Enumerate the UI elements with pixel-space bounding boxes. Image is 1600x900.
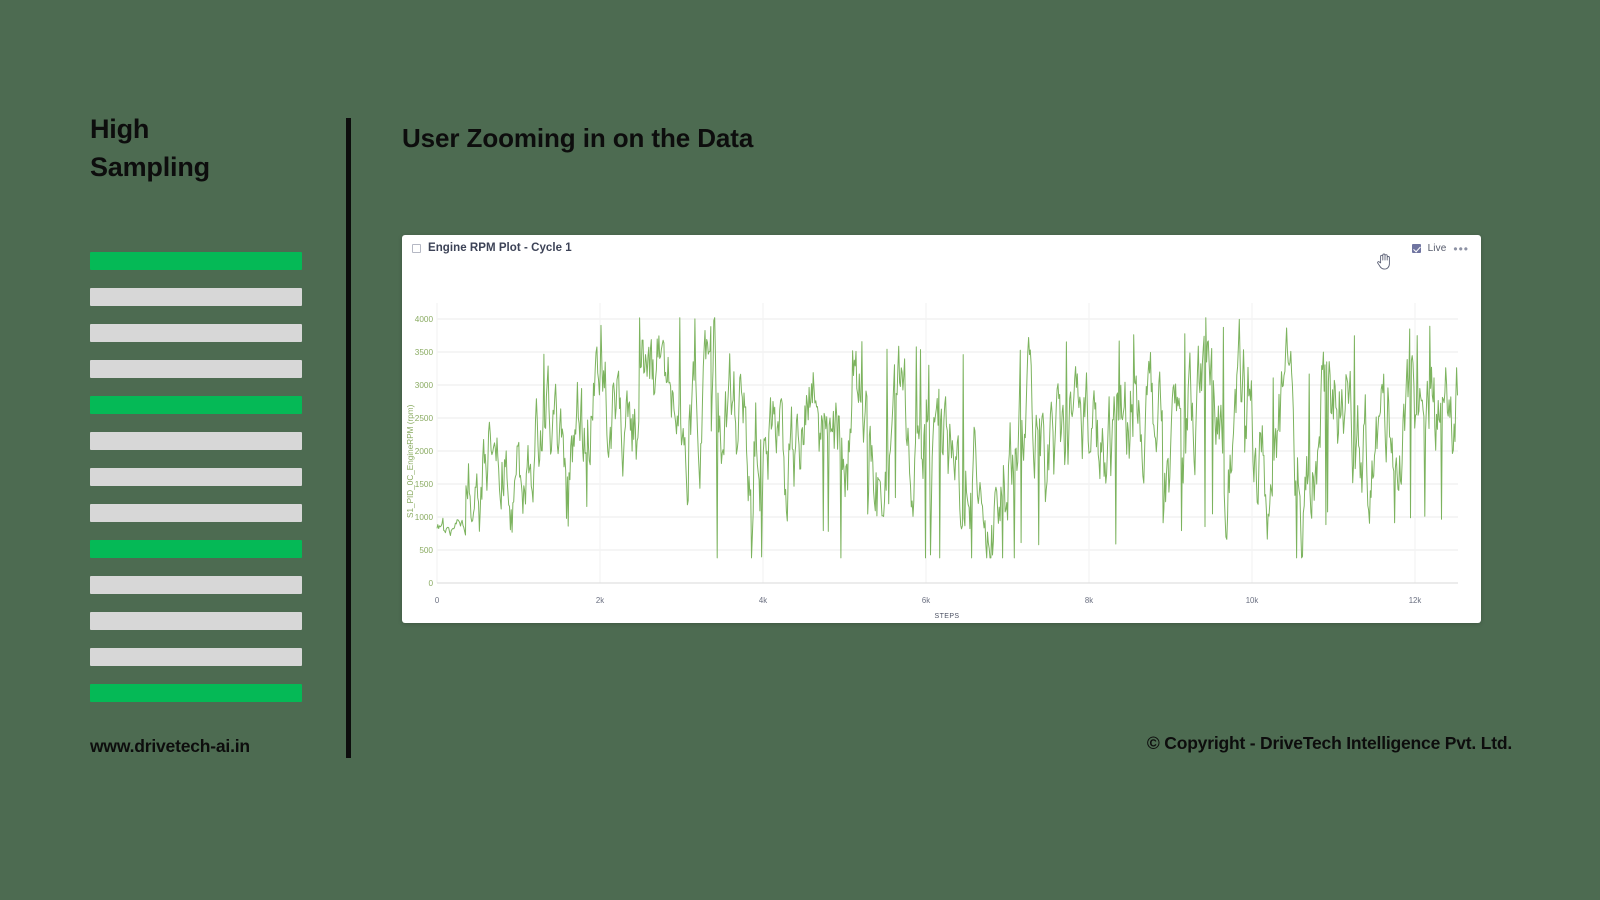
sidebar-bar-6[interactable] <box>90 468 302 486</box>
x-tick-8k: 8k <box>1085 596 1093 605</box>
x-tick-10k: 10k <box>1246 596 1259 605</box>
page-title: User Zooming in on the Data <box>402 123 754 153</box>
chart-card-header-left: Engine RPM Plot - Cycle 1 <box>412 242 572 254</box>
y-tick-4000: 4000 <box>415 315 434 324</box>
x-tick-2k: 2k <box>596 596 604 605</box>
sidebar-progress-bars <box>90 252 302 720</box>
x-tick-12k: 12k <box>1409 596 1422 605</box>
y-tick-3500: 3500 <box>415 348 434 357</box>
y-axis-title: S1_PID_0C_EngineRPM (rpm) <box>406 404 415 518</box>
chart-panel-title: Engine RPM Plot - Cycle 1 <box>428 242 572 254</box>
sidebar-title: High Sampling <box>90 114 210 183</box>
sidebar-bar-5[interactable] <box>90 432 302 450</box>
sidebar-bar-11[interactable] <box>90 648 302 666</box>
vertical-divider <box>346 118 351 758</box>
sidebar-bar-10[interactable] <box>90 612 302 630</box>
sidebar-bar-3[interactable] <box>90 360 302 378</box>
site-url[interactable]: www.drivetech-ai.in <box>90 736 250 756</box>
rpm-line-chart[interactable]: S1_PID_0C_EngineRPM (rpm) 4000 3500 3000… <box>402 263 1481 623</box>
y-tick-0: 0 <box>428 579 433 588</box>
sidebar-bar-1[interactable] <box>90 288 302 306</box>
live-checkbox[interactable] <box>1411 244 1421 253</box>
y-tick-500: 500 <box>419 546 433 555</box>
chart-card-header-right: Live ••• <box>1411 241 1469 256</box>
sidebar-bar-7[interactable] <box>90 504 302 522</box>
live-label: Live <box>1427 243 1447 254</box>
sidebar-bar-4[interactable] <box>90 396 302 414</box>
chart-plot-area[interactable]: S1_PID_0C_EngineRPM (rpm) 4000 3500 3000… <box>402 263 1481 623</box>
chart-card-header: Engine RPM Plot - Cycle 1 Live ••• <box>402 235 1481 263</box>
copyright-text: © Copyright - DriveTech Intelligence Pvt… <box>1146 733 1512 753</box>
x-axis-ticks: 0 2k 4k 6k 8k 10k 12k <box>435 596 1422 605</box>
sidebar-bar-2[interactable] <box>90 324 302 342</box>
chart-series-line <box>436 317 1458 559</box>
x-tick-0: 0 <box>435 596 440 605</box>
y-axis-ticks: 4000 3500 3000 2500 2000 1500 1000 500 0 <box>415 315 434 588</box>
x-tick-4k: 4k <box>759 596 767 605</box>
panel-select-checkbox[interactable] <box>412 243 421 253</box>
x-tick-6k: 6k <box>922 596 930 605</box>
y-tick-2000: 2000 <box>415 447 434 456</box>
more-options-icon[interactable]: ••• <box>1453 241 1469 256</box>
chart-card: Engine RPM Plot - Cycle 1 Live ••• <box>402 235 1481 623</box>
sidebar-bar-0[interactable] <box>90 252 302 270</box>
y-tick-2500: 2500 <box>415 414 434 423</box>
sidebar-bar-9[interactable] <box>90 576 302 594</box>
sidebar-bar-12[interactable] <box>90 684 302 702</box>
sidebar: High Sampling www.drivetech-ai.in <box>90 110 302 770</box>
sidebar-bar-8[interactable] <box>90 540 302 558</box>
y-tick-3000: 3000 <box>415 381 434 390</box>
y-tick-1500: 1500 <box>415 480 434 489</box>
y-tick-1000: 1000 <box>415 513 434 522</box>
x-axis-title: STEPS <box>935 613 960 620</box>
